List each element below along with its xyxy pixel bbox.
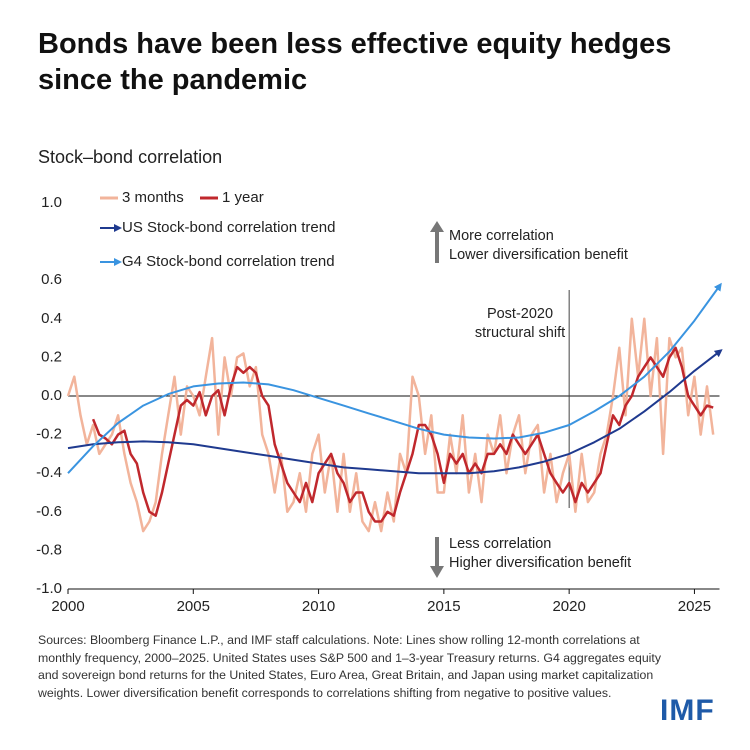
down-arrow-head bbox=[430, 566, 444, 578]
y-tick-label: -0.6 bbox=[36, 503, 62, 520]
annotation: structural shift bbox=[475, 325, 565, 341]
y-tick-label: -1.0 bbox=[36, 580, 62, 597]
footnote: Sources: Bloomberg Finance L.P., and IMF… bbox=[38, 633, 661, 700]
series-line bbox=[91, 346, 714, 523]
y-tick-label: 0.6 bbox=[41, 271, 62, 288]
y-tick-label: 0.0 bbox=[41, 387, 62, 404]
up-arrow-head bbox=[430, 221, 444, 232]
annotation: Post-2020 bbox=[487, 306, 553, 322]
x-tick-label: 2015 bbox=[427, 598, 460, 615]
y-tick-label: 0.4 bbox=[41, 310, 62, 327]
annotation: Lower diversification benefit bbox=[449, 247, 628, 263]
y-tick-label: -0.2 bbox=[36, 426, 62, 443]
y-tick-label: -0.8 bbox=[36, 541, 62, 558]
legend-label: US Stock-bond correlation trend bbox=[122, 219, 335, 236]
x-tick-label: 2005 bbox=[177, 598, 210, 615]
x-tick-label: 2025 bbox=[678, 598, 711, 615]
x-tick-label: 2000 bbox=[51, 598, 84, 615]
series-line bbox=[67, 282, 722, 474]
legend-label: 3 months bbox=[122, 189, 184, 206]
legend-label: G4 Stock-bond correlation trend bbox=[122, 253, 335, 270]
series-line bbox=[67, 349, 723, 475]
annotation: Higher diversification benefit bbox=[449, 555, 631, 571]
x-tick-label: 2010 bbox=[302, 598, 335, 615]
chart-title: Bonds have been less effective equity he… bbox=[38, 28, 672, 96]
legend-label: 1 year bbox=[222, 189, 264, 206]
series-line bbox=[66, 317, 715, 533]
annotation: More correlation bbox=[449, 228, 554, 244]
y-tick-label: -0.4 bbox=[36, 464, 62, 481]
chart-subtitle: Stock–bond correlation bbox=[38, 147, 222, 167]
y-tick-label: 1.0 bbox=[41, 194, 62, 211]
logo: IMF bbox=[660, 694, 715, 727]
x-tick-label: 2020 bbox=[552, 598, 585, 615]
y-tick-label: 0.2 bbox=[41, 348, 62, 365]
annotation: Less correlation bbox=[449, 536, 551, 552]
